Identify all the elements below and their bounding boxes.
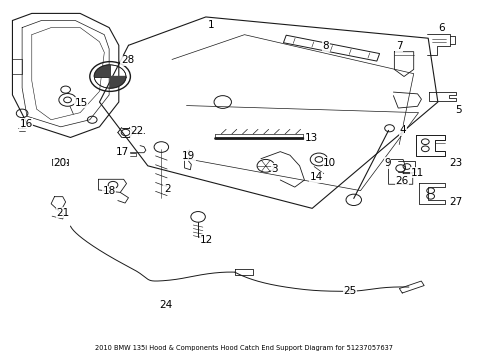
Text: 5: 5	[454, 105, 461, 115]
Text: 19: 19	[182, 151, 195, 161]
Text: 1: 1	[207, 20, 214, 30]
Text: 18: 18	[102, 186, 116, 196]
Text: 27: 27	[448, 197, 462, 207]
Text: 28: 28	[121, 55, 134, 65]
Text: 12: 12	[200, 235, 213, 244]
Polygon shape	[110, 77, 126, 88]
Text: 22: 22	[130, 126, 143, 136]
Text: 6: 6	[438, 23, 444, 33]
Text: 13: 13	[304, 133, 317, 143]
Text: 20: 20	[53, 158, 66, 168]
Text: 8: 8	[322, 41, 328, 51]
Text: 2010 BMW 135i Hood & Components Hood Catch End Support Diagram for 51237057637: 2010 BMW 135i Hood & Components Hood Cat…	[95, 345, 393, 351]
Text: 25: 25	[343, 285, 356, 296]
Text: 9: 9	[384, 158, 390, 168]
Text: 4: 4	[399, 125, 406, 135]
Text: 3: 3	[271, 164, 277, 174]
Text: 17: 17	[116, 147, 129, 157]
Text: 21: 21	[56, 208, 69, 217]
Text: 7: 7	[395, 41, 402, 51]
Text: 15: 15	[74, 98, 87, 108]
Text: 24: 24	[159, 300, 172, 310]
Text: 26: 26	[395, 176, 408, 186]
Text: 10: 10	[323, 158, 335, 168]
Polygon shape	[94, 65, 110, 77]
Text: 14: 14	[309, 172, 322, 182]
Text: 2: 2	[163, 184, 170, 194]
Text: 16: 16	[20, 119, 33, 129]
Text: 23: 23	[448, 158, 462, 168]
Text: 11: 11	[410, 168, 423, 178]
